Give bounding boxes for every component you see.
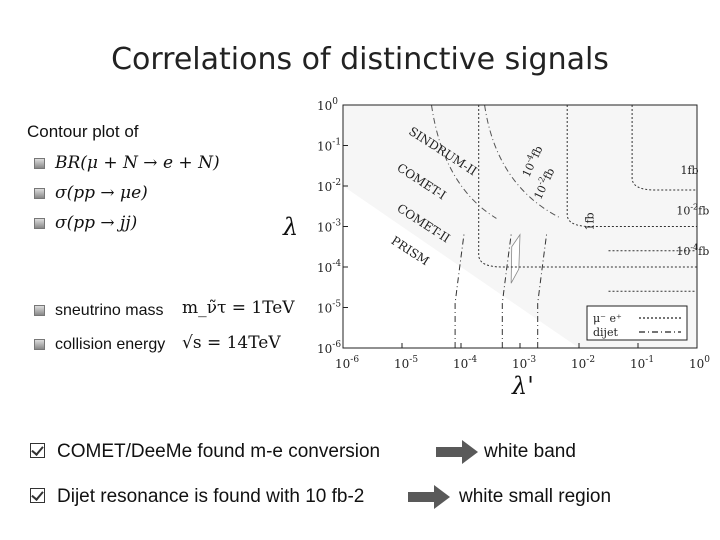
contour-label: 10-4fb [676, 243, 709, 258]
x-tick-label: 10-3 [512, 355, 536, 371]
contour-label: Contour plot of [27, 122, 139, 141]
bullet-icon [34, 339, 45, 351]
param-sneutrino-mass: sneutrino mass [34, 302, 164, 320]
dijet-contour-1 [501, 234, 512, 348]
conclusion-dijet-result: white small region [459, 486, 612, 507]
x-tick-label: 100 [689, 355, 710, 371]
y-tick-label: 10-1 [317, 138, 341, 154]
legend-label: dijet [593, 326, 618, 339]
contour-label: 1fb [680, 164, 698, 177]
dijet-contour-2 [537, 234, 548, 348]
observable-mue: σ(pp → μe) [34, 183, 148, 203]
conclusion-dijet: Dijet resonance is found with 10 fb-2 [30, 486, 364, 508]
bullet-icon [34, 218, 45, 229]
y-tick-label: 10-4 [317, 259, 341, 275]
mue-contour-0 [631, 105, 697, 191]
boundary-sindrum-ii [401, 105, 402, 106]
bullet-icon [34, 305, 45, 317]
x-tick-label: 10-1 [630, 355, 654, 371]
region-prism [343, 105, 697, 348]
legend-box [586, 305, 688, 341]
arrow-right-icon [436, 440, 478, 464]
y-tick-label: 10-2 [317, 178, 341, 194]
y-tick-label: 10-6 [317, 340, 341, 356]
x-tick-label: 10-5 [394, 355, 418, 371]
contour-label: 10-4fb [518, 143, 546, 179]
conclusion-comet-result: white band [484, 441, 576, 462]
observable-br: BR(μ + N → e + N) [34, 153, 220, 173]
y-tick-label: 10-3 [317, 219, 341, 235]
x-tick-label: 10-6 [335, 355, 359, 371]
y-axis-label: λ [283, 213, 299, 241]
mue-contour-1 [566, 105, 697, 227]
param-collision-energy: collision energy [34, 336, 165, 354]
param-sneutrino-mass-value: m_ν̃τ = 1TeV [182, 298, 295, 318]
contour-label: 10-2fb [676, 202, 709, 217]
x-tick-label: 10-2 [571, 355, 595, 371]
y-tick-label: 10-5 [317, 300, 341, 316]
param-collision-energy-value: √s = 14TeV [182, 333, 281, 353]
checkbox-icon [30, 488, 45, 503]
dijet-contour-top-0 [431, 105, 497, 219]
conclusion-comet: COMET/DeeMe found m-e conversion [30, 441, 380, 463]
slide-title: Correlations of distinctive signals [111, 42, 609, 77]
y-tick-label: 100 [317, 97, 338, 113]
legend-label: μ⁻ e⁺ [593, 312, 622, 325]
bullet-icon [34, 188, 45, 199]
x-tick-label: 10-4 [453, 355, 477, 371]
x-axis-label: λ' [512, 372, 534, 400]
contour-chart: 10-6 10-5 10-4 10-3 10-2 10-1 100 100 10-1 10-2 10… [317, 97, 710, 371]
checkbox-icon [30, 443, 45, 458]
contour-label: 1fb [584, 212, 597, 230]
dijet-allowed-region [510, 233, 521, 284]
dijet-contour-top-1 [484, 105, 562, 219]
mue-contour-2 [478, 105, 697, 268]
contour-label: 10-2fb [530, 165, 558, 201]
observable-jj: σ(pp → jj) [34, 213, 137, 233]
dijet-contour-0 [454, 234, 465, 348]
arrow-right-icon [408, 485, 450, 509]
bullet-icon [34, 158, 45, 169]
